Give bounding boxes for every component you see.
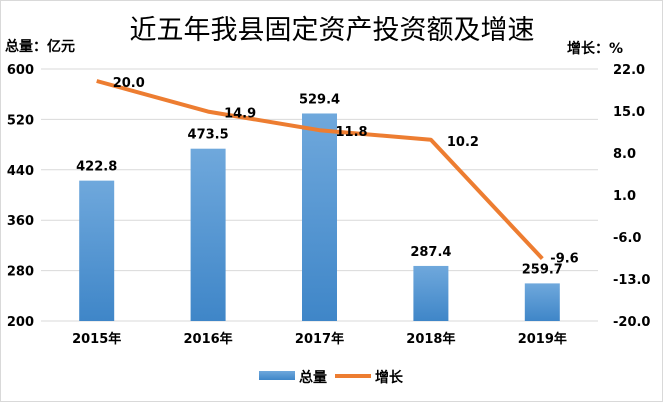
- bar-data-label: 287.4: [410, 245, 451, 260]
- x-tick-label: 2016年: [184, 331, 233, 347]
- x-tick-label: 2018年: [406, 331, 455, 347]
- x-tick-label: 2019年: [518, 331, 567, 347]
- left-axis-unit: 总量：亿元: [5, 38, 75, 55]
- line-data-label: -9.6: [550, 252, 578, 267]
- right-tick-label: 15.0: [613, 105, 645, 120]
- left-tick-label: 600: [7, 63, 34, 78]
- line-data-label: 11.8: [336, 125, 368, 140]
- right-tick-label: -6.0: [613, 231, 641, 246]
- bar: [302, 113, 337, 321]
- right-tick-label: -20.0: [613, 315, 650, 330]
- line-data-label: 20.0: [113, 76, 145, 91]
- x-tick-label: 2017年: [295, 331, 344, 347]
- bar: [79, 180, 115, 321]
- legend-label-total: 总量: [299, 369, 327, 386]
- line-data-label: 10.2: [447, 135, 479, 150]
- left-tick-label: 200: [7, 315, 34, 330]
- right-tick-label: 22.0: [613, 63, 645, 78]
- right-tick-label: 8.0: [613, 147, 636, 162]
- x-tick-label: 2015年: [72, 331, 121, 347]
- legend: 总量 增长: [259, 369, 404, 386]
- line-data-label: 14.9: [224, 107, 256, 122]
- bar-data-label: 473.5: [188, 128, 229, 143]
- bar-data-label: 529.4: [299, 92, 340, 107]
- right-tick-label: 1.0: [613, 189, 636, 204]
- bar: [524, 283, 560, 321]
- chart-title: 近五年我县固定资产投资额及增速: [130, 15, 535, 46]
- left-tick-label: 280: [7, 265, 34, 280]
- bar: [190, 148, 226, 321]
- right-axis-unit: 增长：%: [567, 40, 623, 57]
- left-tick-label: 520: [7, 113, 34, 128]
- right-tick-label: -13.0: [613, 273, 650, 288]
- legend-bar-swatch: [259, 371, 295, 380]
- legend-label-growth: 增长: [375, 369, 404, 386]
- left-tick-label: 440: [7, 164, 34, 179]
- bar-data-label: 422.8: [76, 160, 117, 175]
- bar: [413, 265, 449, 321]
- bar-data-label: 259.7: [522, 262, 563, 277]
- left-tick-label: 360: [7, 214, 34, 229]
